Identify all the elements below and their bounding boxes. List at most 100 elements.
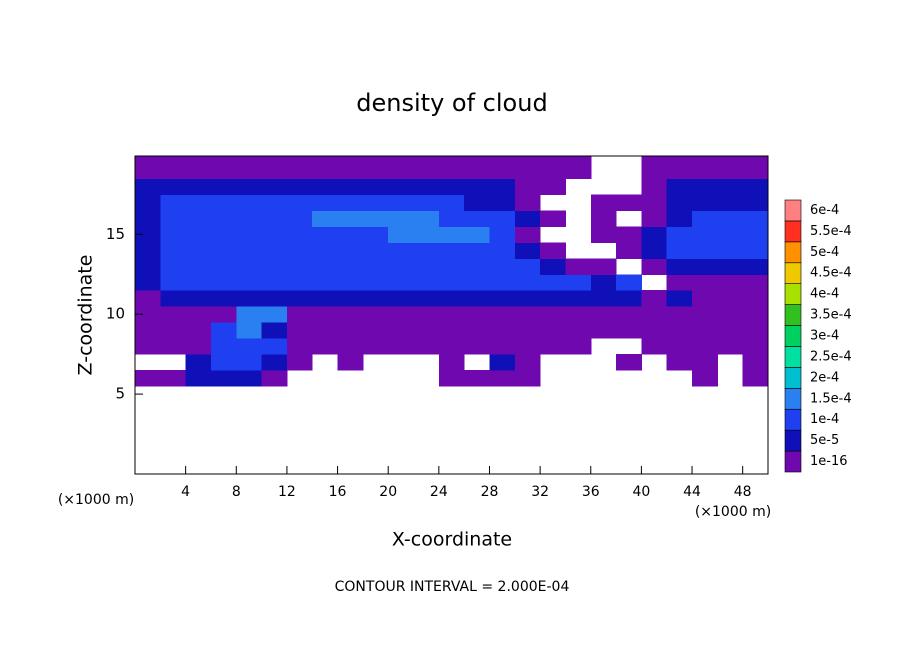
contour-cell <box>590 306 617 323</box>
contour-cell <box>160 306 187 323</box>
contour-cell <box>616 354 642 371</box>
contour-cell <box>135 290 161 307</box>
contour-cell <box>666 258 693 275</box>
contour-cell <box>261 370 288 387</box>
contour-cell <box>514 370 541 387</box>
contour-cell <box>742 290 769 307</box>
contour-cell <box>236 156 263 179</box>
x-tick-label: 40 <box>632 484 650 500</box>
contour-cell <box>641 322 668 339</box>
contour-cell <box>742 306 769 323</box>
contour-cell <box>438 290 465 307</box>
contour-cell <box>438 242 465 259</box>
contour-cell <box>692 258 718 275</box>
colorbar-label: 2.5e-4 <box>810 349 852 364</box>
contour-cell <box>236 370 263 387</box>
contour-cell <box>742 370 769 387</box>
contour-cell <box>540 338 566 355</box>
contour-cell <box>514 338 541 355</box>
contour-cell <box>666 322 693 339</box>
contour-cell <box>514 210 541 227</box>
colorbar-box <box>784 283 802 305</box>
contour-cell <box>590 322 617 339</box>
contour-cell <box>438 258 465 275</box>
contour-cell <box>236 354 263 371</box>
contour-cell <box>185 242 212 259</box>
contour-cell <box>489 178 516 195</box>
contour-cell <box>540 156 566 179</box>
contour-cell <box>210 210 237 227</box>
colorbar-label: 3.5e-4 <box>810 308 852 323</box>
contour-cell <box>692 290 718 307</box>
contour-cell <box>185 306 212 323</box>
contour-cell <box>717 242 744 259</box>
contour-cell <box>236 178 263 195</box>
contour-cell <box>717 210 744 227</box>
contour-cell <box>464 290 490 307</box>
contour-cell <box>185 226 212 243</box>
contour-cell <box>388 210 415 227</box>
x-tick-label: 16 <box>329 484 347 500</box>
contour-cell <box>337 354 364 371</box>
contour-cell <box>540 290 566 307</box>
contour-cell <box>565 156 592 179</box>
contour-cell <box>286 354 313 371</box>
x-tick-label: 8 <box>232 484 241 500</box>
contour-cell <box>489 194 516 211</box>
contour-cell <box>666 226 693 243</box>
contour-cell <box>312 338 339 355</box>
contour-cell <box>692 322 718 339</box>
contour-cell <box>514 194 541 211</box>
contour-cell <box>236 258 263 275</box>
contour-cell <box>717 338 744 355</box>
contour-cell <box>312 306 339 323</box>
contour-cell <box>261 354 288 371</box>
contour-cell <box>717 290 744 307</box>
contour-cell <box>514 290 541 307</box>
contour-cell <box>540 242 566 259</box>
contour-cell <box>337 274 364 291</box>
contour-cell <box>210 194 237 211</box>
contour-cell <box>565 322 592 339</box>
contour-cell <box>413 194 440 211</box>
contour-cell <box>312 322 339 339</box>
contour-cell <box>413 226 440 243</box>
contour-cell <box>210 370 237 387</box>
contour-cell <box>210 322 237 339</box>
contour-cell <box>261 242 288 259</box>
contour-cell <box>717 274 744 291</box>
contour-cell <box>413 156 440 179</box>
contour-cell <box>286 156 313 179</box>
contour-cell <box>261 194 288 211</box>
contour-cell <box>337 258 364 275</box>
contour-cell <box>641 156 668 179</box>
contour-cell <box>261 338 288 355</box>
contour-cell <box>362 258 389 275</box>
contour-cell <box>742 210 769 227</box>
contour-cell <box>742 194 769 211</box>
contour-cell <box>261 274 288 291</box>
contour-cell <box>438 306 465 323</box>
contour-cell <box>590 194 617 211</box>
contour-cell <box>261 258 288 275</box>
colorbar-label: 5e-5 <box>810 433 839 448</box>
contour-cell <box>185 274 212 291</box>
contour-cell <box>464 370 490 387</box>
contour-cell <box>236 226 263 243</box>
contour-cell <box>388 290 415 307</box>
contour-cell <box>438 178 465 195</box>
contour-cell <box>135 274 161 291</box>
contour-cell <box>717 306 744 323</box>
contour-cell <box>337 306 364 323</box>
contour-cell <box>666 210 693 227</box>
contour-cell <box>388 178 415 195</box>
contour-cell <box>590 210 617 227</box>
contour-cell <box>742 258 769 275</box>
contour-cell <box>185 156 212 179</box>
contour-cell <box>210 242 237 259</box>
contour-cell <box>692 274 718 291</box>
contour-cell <box>489 322 516 339</box>
x-tick-label: 48 <box>734 484 752 500</box>
contour-cell <box>286 338 313 355</box>
contour-cell <box>616 322 642 339</box>
